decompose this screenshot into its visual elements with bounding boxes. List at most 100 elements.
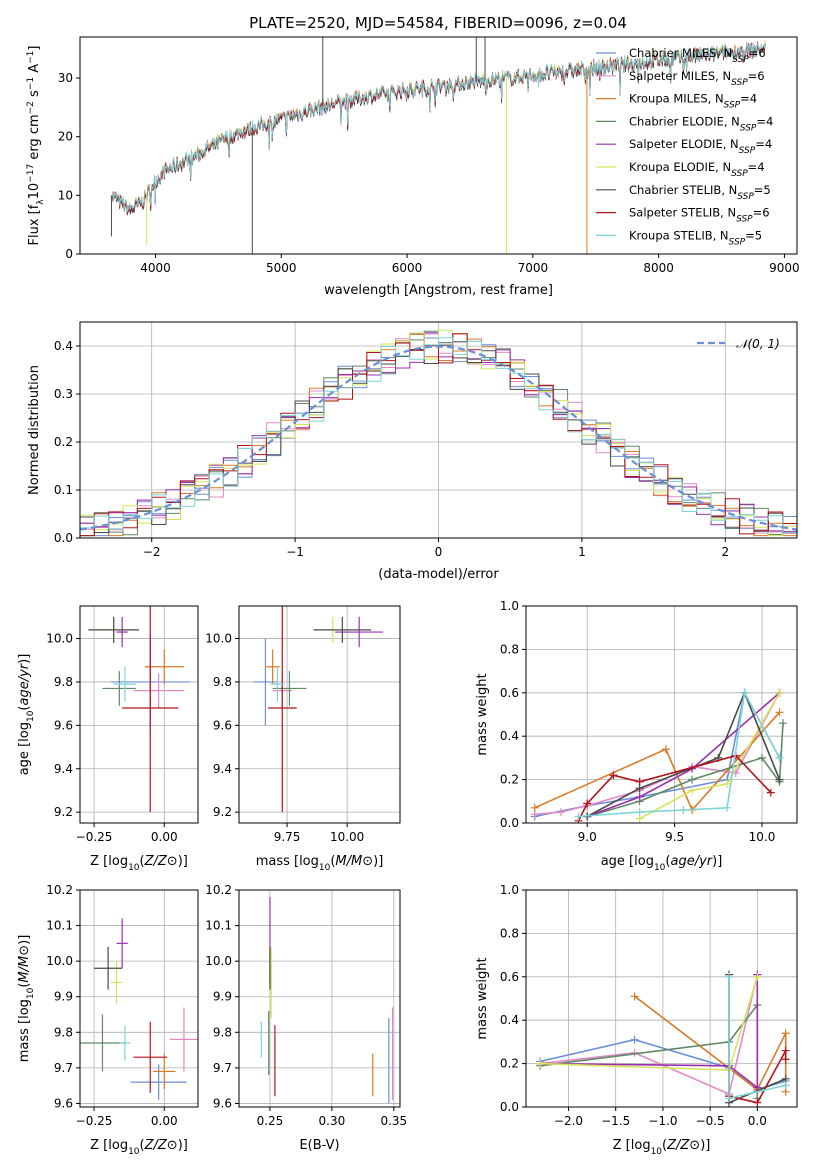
panel-age-weight: 9.0 9.5 10.0 0.0 0.2 0.4 0.6 0.8 1.0 mass weight a… bbox=[475, 599, 798, 873]
weight-point-marker bbox=[688, 786, 697, 795]
panel-mass-age: 9.75 10.00 9.2 9.4 9.6 9.8 10.0 mass [log10(M/M… bbox=[205, 605, 401, 873]
x-tick-label: 4000 bbox=[140, 261, 171, 275]
weight-point-marker bbox=[781, 1055, 790, 1064]
y-tick-label: 9.4 bbox=[213, 762, 232, 776]
weight-point-marker bbox=[536, 1059, 545, 1068]
x-tick-label: 9.75 bbox=[274, 830, 301, 844]
weight-series-line bbox=[540, 976, 759, 1071]
y-tick-label: 0.2 bbox=[54, 435, 73, 449]
legend-entry: Kroupa STELIB, NSSP=5 bbox=[629, 228, 762, 247]
y-tick-label: 10 bbox=[58, 188, 73, 202]
x-tick-label: 1 bbox=[578, 545, 586, 559]
axes-frame bbox=[525, 889, 798, 1108]
y-tick-label: 9.8 bbox=[213, 675, 232, 689]
plot-area-residuals bbox=[80, 329, 797, 537]
y-tick-label: 9.2 bbox=[213, 805, 232, 819]
x-tick-label: 8000 bbox=[643, 261, 674, 275]
y-tick-label: 9.6 bbox=[213, 718, 232, 732]
panel-z-weight: −2.0 −1.5 −1.0 −0.5 0.0 0.0 0.2 0.4 0.6 0.8 1.0 mas… bbox=[475, 883, 798, 1157]
weight-series-line bbox=[540, 1002, 759, 1099]
weight-series-line bbox=[586, 692, 781, 818]
weight-point-marker bbox=[725, 1094, 734, 1103]
weight-point-marker bbox=[630, 1035, 639, 1044]
y-tick-label: 10.1 bbox=[46, 919, 73, 933]
legend-entry: Salpeter STELIB, NSSP=6 bbox=[629, 206, 770, 225]
y-tick-label: 1.0 bbox=[500, 599, 519, 613]
x-tick-label: 0.0 bbox=[748, 1114, 767, 1128]
weight-point-marker bbox=[775, 775, 784, 784]
x-axis-label: Z [log10(Z/Z⊙)] bbox=[90, 854, 188, 873]
y-axis-label: Flux [fλ10−17 erg cm−2 s−1 A−1] bbox=[26, 46, 46, 246]
axes-frame bbox=[238, 889, 401, 1108]
x-axis-label: Z [log10(Z/Z⊙)] bbox=[613, 1138, 711, 1157]
weight-point-marker bbox=[775, 708, 784, 717]
y-tick-label: 0.4 bbox=[500, 729, 519, 743]
x-tick-label: 0.00 bbox=[151, 830, 178, 844]
weight-point-marker bbox=[725, 972, 734, 981]
axes-frame bbox=[79, 36, 798, 255]
panel-ebv-mass: 0.25 0.30 0.35 9.6 9.7 9.8 9.9 10.0 10.1 10.2 E(B-… bbox=[205, 883, 407, 1153]
plot-area-spectrum bbox=[110, 37, 766, 254]
weight-point-marker bbox=[779, 719, 788, 728]
weight-point-marker bbox=[740, 688, 749, 697]
y-tick-label: 0.4 bbox=[54, 339, 73, 353]
y-tick-label: 0.6 bbox=[500, 686, 519, 700]
weight-point-marker bbox=[688, 775, 697, 784]
axes-frame bbox=[238, 605, 401, 824]
weight-point-marker bbox=[781, 1081, 790, 1090]
weight-point-marker bbox=[781, 1046, 790, 1055]
x-tick-label: 2 bbox=[721, 545, 729, 559]
weight-series-line bbox=[577, 754, 772, 822]
x-tick-label: 9.5 bbox=[665, 830, 684, 844]
weight-point-marker bbox=[635, 777, 644, 786]
weight-series-line bbox=[540, 974, 759, 1096]
x-tick-label: −0.25 bbox=[76, 1114, 113, 1128]
y-tick-label: 9.6 bbox=[213, 1096, 232, 1110]
x-tick-label: −0.5 bbox=[696, 1114, 725, 1128]
weight-point-marker bbox=[723, 803, 732, 812]
weight-point-marker bbox=[723, 779, 732, 788]
x-tick-label: −2.0 bbox=[554, 1114, 583, 1128]
weight-point-marker bbox=[583, 799, 592, 808]
weight-series-line bbox=[728, 1050, 787, 1104]
y-tick-label: 9.8 bbox=[213, 1025, 232, 1039]
x-tick-label: 10.0 bbox=[749, 830, 776, 844]
plot-area-z-mass bbox=[80, 918, 198, 1100]
figure-title: PLATE=2520, MJD=54584, FIBERID=0096, z=0… bbox=[249, 14, 627, 32]
y-tick-label: 9.6 bbox=[54, 1096, 73, 1110]
weight-point-marker bbox=[753, 1098, 762, 1107]
x-axis-label: E(B-V) bbox=[299, 1138, 339, 1153]
x-tick-label: 9.0 bbox=[578, 830, 597, 844]
y-tick-label: 9.6 bbox=[54, 718, 73, 732]
axes-frame bbox=[525, 605, 798, 824]
y-tick-label: 1.0 bbox=[500, 883, 519, 897]
weight-series-line bbox=[578, 690, 781, 818]
x-tick-label: 9000 bbox=[769, 261, 800, 275]
x-axis-label: wavelength [Angstrom, rest frame] bbox=[324, 283, 553, 298]
y-tick-label: 10.0 bbox=[46, 954, 73, 968]
weight-point-marker bbox=[630, 992, 639, 1001]
y-tick-label: 9.8 bbox=[54, 675, 73, 689]
y-tick-label: 9.2 bbox=[54, 805, 73, 819]
legend-entry: Chabrier MILES, NSSP=6 bbox=[629, 46, 766, 65]
x-tick-label: 0 bbox=[435, 545, 443, 559]
weight-point-marker bbox=[530, 803, 539, 812]
axes-frame bbox=[79, 321, 798, 539]
x-axis-label: (data-model)/error bbox=[378, 567, 499, 582]
weight-point-marker bbox=[635, 792, 644, 801]
x-tick-label: −2 bbox=[143, 545, 161, 559]
weight-point-marker bbox=[635, 808, 644, 817]
y-tick-label: 9.9 bbox=[54, 990, 73, 1004]
y-tick-label: 10.1 bbox=[205, 919, 232, 933]
y-tick-label: 0.1 bbox=[54, 483, 73, 497]
x-tick-label: 10.00 bbox=[330, 830, 364, 844]
legend-entry: Chabrier STELIB, NSSP=5 bbox=[629, 183, 771, 202]
y-tick-label: 0.2 bbox=[500, 1057, 519, 1071]
residual-legend: 𝒩(0, 1) bbox=[697, 337, 780, 351]
spectrum-model-line bbox=[111, 42, 766, 213]
x-tick-label: −0.25 bbox=[76, 830, 113, 844]
weight-point-marker bbox=[775, 688, 784, 697]
y-axis-label: mass [log10(M/M⊙)] bbox=[17, 935, 36, 1063]
panel-z-age: −0.25 0.00 9.2 9.4 9.6 9.8 10.0 Z [log10(Z/Z⊙)]… bbox=[17, 605, 199, 873]
x-tick-label: 0.00 bbox=[151, 1114, 178, 1128]
